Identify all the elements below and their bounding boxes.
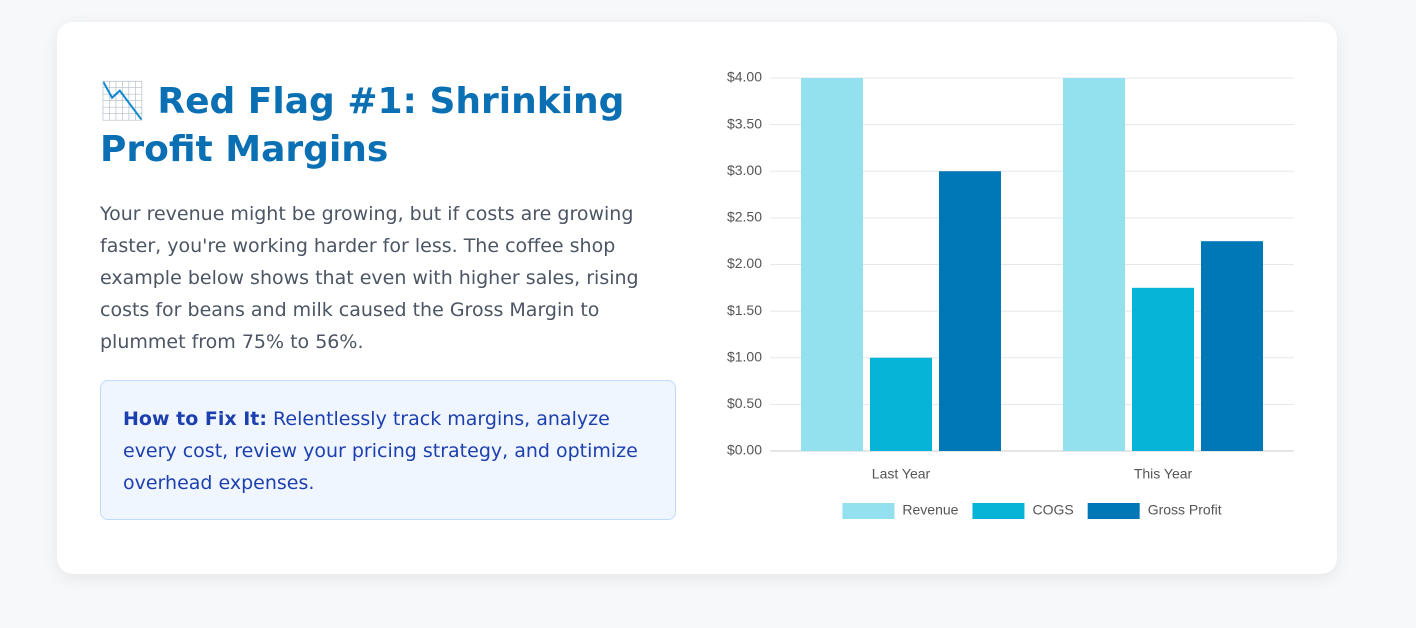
callout-text: Relentlessly track margins, analyze ever… [123, 408, 638, 494]
heading: 📉 Red Flag #1: Shrinking Profit Margins [100, 81, 625, 170]
y-tick-label: $2.50 [727, 209, 762, 225]
chart: $0.00 $0.50 $1.00 $1.50 $2.00 $2.50 $3.00 $3.50… [727, 69, 1294, 519]
y-tick-label: $3.00 [727, 162, 762, 178]
legend-swatch [1087, 503, 1140, 519]
legend-swatch [842, 503, 895, 519]
legend-label: Revenue [902, 502, 958, 518]
y-tick-label: $1.00 [727, 348, 762, 364]
x-tick-label: This Year [1134, 466, 1193, 482]
legend-label: Gross Profit [1148, 502, 1222, 518]
bar [870, 357, 932, 451]
bar [1201, 241, 1263, 451]
y-tick-label: $1.50 [727, 302, 762, 318]
y-tick-label: $2.00 [727, 255, 762, 271]
bar [801, 78, 863, 451]
bar [1063, 78, 1125, 451]
callout-label: How to Fix It: [123, 408, 267, 430]
x-tick-label: Last Year [872, 466, 931, 482]
callout: How to Fix It: Relentlessly track margin… [100, 380, 676, 520]
bar [1132, 287, 1194, 451]
bar [939, 171, 1001, 451]
y-tick-label: $4.00 [727, 69, 762, 85]
legend-swatch [972, 503, 1025, 519]
y-tick-label: $0.00 [727, 442, 762, 458]
paragraph: Your revenue might be growing, but if co… [100, 203, 639, 353]
legend-label: COGS [1032, 502, 1073, 518]
y-tick-label: $3.50 [727, 115, 762, 131]
y-tick-label: $0.50 [727, 395, 762, 411]
